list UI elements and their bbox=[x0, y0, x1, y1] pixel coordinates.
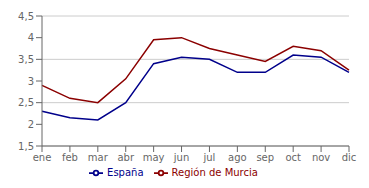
svg-text:4,5: 4,5 bbox=[18, 11, 34, 22]
svg-text:ene: ene bbox=[33, 152, 52, 163]
svg-text:oct: oct bbox=[285, 152, 301, 163]
svg-text:may: may bbox=[143, 152, 165, 163]
svg-text:2: 2 bbox=[28, 119, 34, 130]
html-text:España: España bbox=[107, 167, 144, 178]
svg-text:feb: feb bbox=[62, 152, 78, 163]
svg-text:4: 4 bbox=[28, 32, 34, 43]
svg-text:nov: nov bbox=[312, 152, 330, 163]
svg-text:abr: abr bbox=[117, 152, 134, 163]
svg-text:mar: mar bbox=[88, 152, 109, 163]
svg-text:1,5: 1,5 bbox=[18, 141, 34, 152]
html-text:Región de Murcia: Región de Murcia bbox=[171, 167, 258, 178]
svg-text:sep: sep bbox=[256, 152, 274, 163]
svg-text:3: 3 bbox=[28, 76, 34, 87]
svg-text:dic: dic bbox=[342, 152, 357, 163]
svg-text:jun: jun bbox=[173, 152, 189, 163]
svg-text:jul: jul bbox=[203, 152, 216, 163]
svg-text:2,5: 2,5 bbox=[18, 97, 34, 108]
svg-text:ago: ago bbox=[228, 152, 247, 163]
svg-text:3,5: 3,5 bbox=[18, 54, 34, 65]
